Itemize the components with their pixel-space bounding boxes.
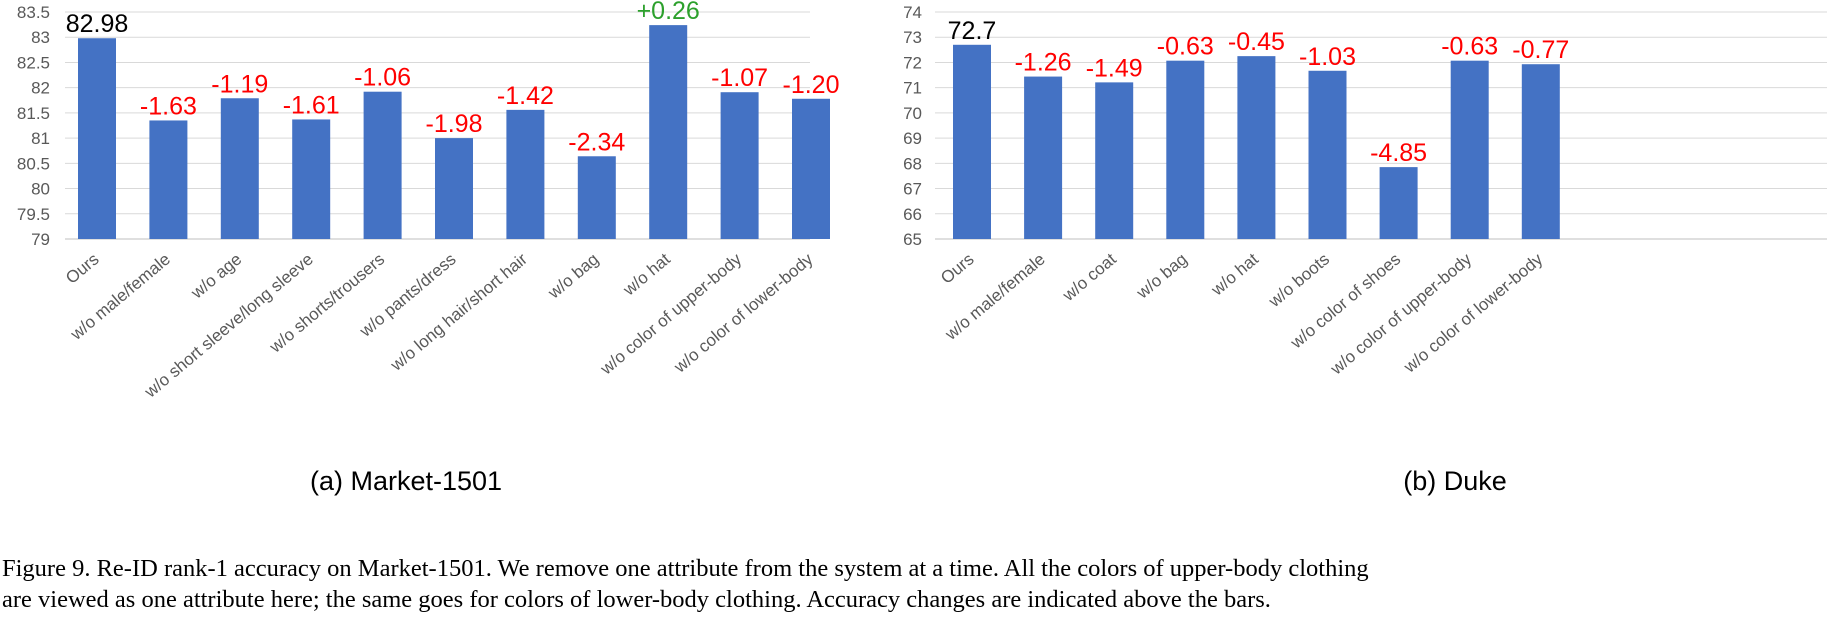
y-tick-label: 83.5	[17, 3, 50, 22]
data-label: 82.98	[66, 10, 129, 38]
category-label: w/o age	[187, 250, 246, 303]
data-label: 72.7	[948, 17, 997, 45]
data-label: -4.85	[1370, 139, 1427, 167]
category-label: w/o bag	[1132, 250, 1191, 303]
caption-line-2: are viewed as one attribute here; the sa…	[2, 586, 1271, 613]
data-label: -1.07	[711, 64, 768, 92]
y-tick-label: 70	[903, 104, 922, 123]
bar	[220, 98, 259, 239]
y-tick-label: 80.5	[17, 154, 50, 173]
bar	[292, 119, 331, 239]
data-label: -0.63	[1157, 33, 1214, 61]
data-label: -1.26	[1015, 49, 1072, 77]
data-label: -2.34	[568, 128, 625, 156]
y-tick-label: 82.5	[17, 53, 50, 72]
category-label: w/o shorts/trousers	[265, 250, 388, 358]
data-label: -1.19	[211, 70, 268, 98]
data-label: -1.42	[497, 82, 554, 110]
y-tick-label: 68	[903, 154, 922, 173]
y-tick-label: 72	[903, 53, 922, 72]
data-label: -1.06	[354, 64, 411, 92]
subcaption-duke: (b) Duke	[1403, 466, 1507, 496]
y-tick-label: 79	[31, 230, 50, 249]
y-tick-label: 74	[903, 3, 922, 22]
caption-line-1: Figure 9. Re-ID rank-1 accuracy on Marke…	[2, 555, 1369, 582]
bar	[1095, 82, 1134, 240]
bar	[1521, 64, 1560, 240]
bar	[363, 91, 402, 239]
data-label: -0.77	[1512, 36, 1569, 64]
subcaption-market-1501: (a) Market-1501	[310, 466, 502, 496]
category-label: Ours	[937, 250, 977, 288]
data-label: -1.98	[426, 110, 483, 138]
category-label: w/o color of lower-body	[1399, 249, 1546, 377]
y-tick-label: 81	[31, 129, 50, 148]
bar	[78, 38, 116, 239]
y-tick-label: 66	[903, 205, 922, 224]
category-label: w/o boots	[1264, 250, 1333, 312]
y-tick-label: 81.5	[17, 104, 50, 123]
bar	[720, 92, 759, 239]
data-label: -1.63	[140, 92, 197, 120]
bar	[1308, 70, 1347, 239]
bar	[1379, 167, 1418, 239]
data-label: -1.03	[1299, 43, 1356, 71]
data-label: -1.20	[783, 71, 840, 99]
category-label: w/o color of upper-body	[596, 249, 745, 379]
chart-market-1501: 79 79.5 80 80.5 81 81.5 82 82.5 83 83.5 82.98 Ours -…	[17, 0, 840, 402]
data-label: -0.45	[1228, 28, 1285, 56]
y-tick-label: 69	[903, 129, 922, 148]
y-tick-label: 82	[31, 79, 50, 98]
category-label: w/o hat	[1207, 249, 1262, 300]
data-label: -0.63	[1441, 33, 1498, 61]
category-label: w/o hat	[619, 249, 674, 300]
y-tick-label: 80	[31, 180, 50, 199]
bar	[577, 156, 616, 239]
bar	[435, 138, 473, 239]
bar	[792, 98, 830, 240]
category-label: w/o color of lower-body	[670, 249, 817, 377]
y-tick-label: 79.5	[17, 205, 50, 224]
data-label: +0.26	[637, 0, 700, 25]
category-label: w/o bag	[544, 250, 603, 303]
category-label: w/o long hair/short hair	[386, 249, 531, 375]
bar	[1166, 60, 1205, 239]
category-label: w/o color of upper-body	[1326, 249, 1475, 379]
bar	[1450, 60, 1489, 239]
y-tick-label: 71	[903, 79, 922, 98]
category-label: Ours	[62, 250, 102, 288]
bar	[506, 109, 545, 240]
y-tick-label: 73	[903, 28, 922, 47]
data-label: -1.49	[1086, 54, 1143, 82]
bar	[1024, 76, 1063, 240]
data-label: -1.61	[283, 91, 340, 119]
bar	[1237, 56, 1276, 240]
y-tick-label: 67	[903, 180, 922, 199]
bar	[149, 120, 188, 239]
y-tick-label: 83	[31, 28, 50, 47]
bar	[953, 44, 991, 240]
category-label: w/o coat	[1058, 249, 1120, 305]
bar	[649, 25, 688, 239]
figure-canvas: 79 79.5 80 80.5 81 81.5 82 82.5 83 83.5 82.98 Ours -…	[17, 0, 1827, 496]
y-tick-label: 65	[903, 230, 922, 249]
figure-caption: Figure 9. Re-ID rank-1 accuracy on Marke…	[2, 553, 1827, 615]
